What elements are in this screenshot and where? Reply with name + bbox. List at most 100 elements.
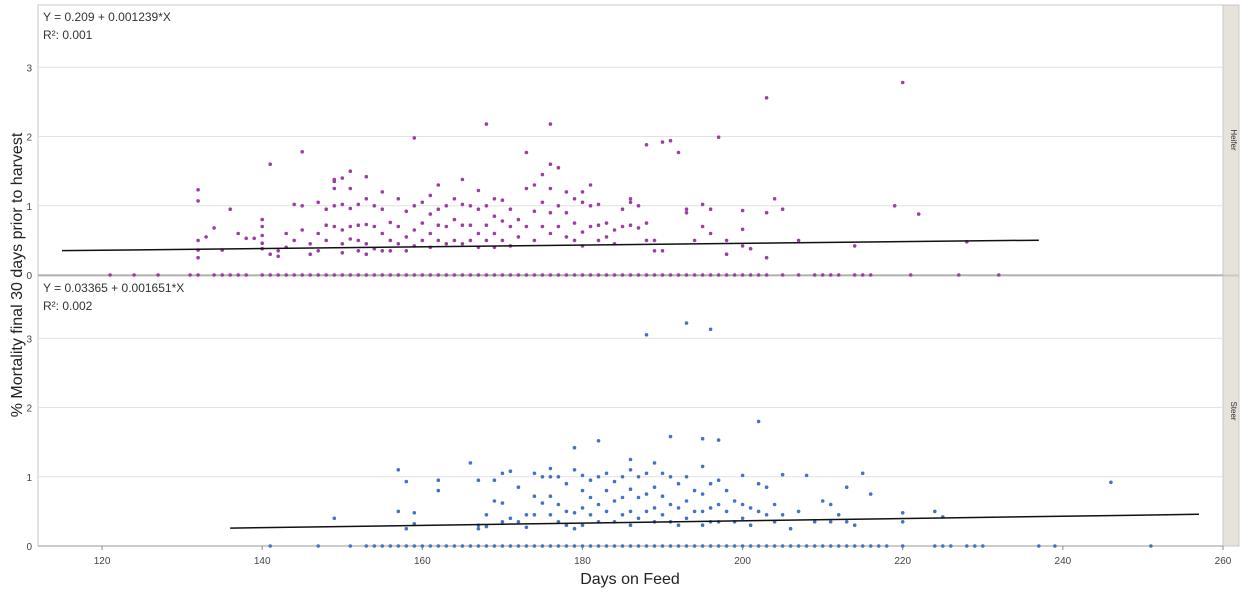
x-axis-title: Days on Feed [580, 571, 680, 588]
steer-point [316, 544, 321, 548]
steer-point [396, 509, 401, 514]
steer-point [868, 544, 873, 548]
steer-point [716, 502, 721, 507]
heifer-point [316, 200, 321, 205]
steer-point [620, 475, 625, 479]
heifer-point [348, 273, 353, 277]
steer-point [532, 513, 537, 517]
heifer-point [436, 207, 441, 211]
heifer-point [852, 244, 857, 248]
heifer-point [372, 224, 377, 229]
heifer-point [500, 219, 505, 223]
heifer-point [588, 273, 593, 277]
steer-point [836, 513, 841, 517]
heifer-point [524, 273, 529, 277]
heifer-point [540, 172, 545, 177]
heifer-point [532, 209, 537, 214]
heifer-point [868, 273, 873, 277]
x-tick-label: 160 [414, 556, 431, 567]
heifer-point [596, 273, 601, 277]
steer-point [756, 419, 761, 424]
steer-point [949, 544, 953, 548]
heifer-point [524, 186, 529, 191]
heifer-point [724, 273, 729, 277]
steer-point [652, 485, 657, 490]
heifer-point [516, 273, 521, 277]
steer-point [764, 485, 769, 490]
steer-point [700, 492, 705, 496]
x-tick-label: 240 [1055, 556, 1072, 567]
steer-point [684, 499, 689, 503]
heifer-point [628, 197, 633, 201]
heifer-point [500, 238, 505, 243]
heifer-y-tick-label: 3 [26, 63, 32, 74]
heifer-point [244, 273, 248, 277]
steer-point [444, 544, 449, 548]
steer-point [748, 544, 753, 548]
steer-point [724, 509, 729, 514]
heifer-point [908, 273, 913, 277]
heifer-fit-line [62, 239, 1039, 252]
heifer-point [364, 273, 369, 277]
steer-point [556, 475, 561, 479]
steer-point [748, 523, 753, 527]
steer-point [564, 481, 569, 486]
heifer-point [364, 252, 369, 256]
steer-point [628, 457, 633, 462]
steer-point [660, 471, 665, 476]
steer-point [572, 445, 577, 450]
heifer-point [428, 212, 433, 216]
heifer-point [404, 273, 409, 277]
heifer-point [580, 230, 585, 234]
heifer-point [364, 197, 369, 201]
heifer-point [188, 273, 192, 277]
steer-y-tick-label: 0 [26, 542, 32, 553]
heifer-point [812, 273, 817, 277]
steer-y-tick-label: 2 [26, 404, 32, 415]
steer-point [716, 438, 721, 442]
heifer-point [476, 231, 481, 236]
heifer-point [436, 223, 441, 227]
steer-point [933, 544, 937, 548]
steer-point [420, 544, 425, 548]
heifer-point [548, 162, 553, 166]
steer-point [652, 506, 657, 510]
heifer-point [452, 197, 457, 201]
steer-point [612, 499, 617, 503]
heifer-point [644, 238, 649, 243]
heifer-point [548, 231, 553, 236]
steer-point [676, 523, 681, 527]
heifer-point [764, 210, 769, 215]
heifer-point [764, 96, 769, 100]
steer-point [572, 526, 577, 531]
heifer-point [436, 273, 441, 277]
steer-point [708, 506, 713, 510]
steer-point [708, 544, 713, 548]
steer-equation: Y = 0.03365 + 0.001651*X [43, 281, 184, 295]
steer-point [604, 488, 609, 493]
heifer-point [796, 238, 801, 243]
heifer-point [660, 273, 665, 277]
heifer-point [764, 255, 769, 260]
steer-point [580, 506, 585, 510]
steer-point [732, 499, 737, 503]
steer-point [332, 516, 337, 521]
steer-point [596, 439, 601, 443]
heifer-point [564, 190, 569, 194]
steer-point [548, 544, 553, 548]
heifer-point [524, 150, 529, 155]
heifer-point [412, 204, 417, 208]
heifer-point [508, 273, 513, 277]
steer-point [516, 485, 521, 490]
heifer-point [580, 200, 585, 205]
heifer-point [196, 199, 200, 203]
heifer-point [596, 238, 601, 243]
heifer-point [780, 207, 785, 211]
steer-point [500, 471, 505, 476]
steer-point [700, 464, 705, 469]
steer-point [660, 544, 665, 548]
steer-point [436, 544, 441, 548]
steer-point [941, 544, 945, 548]
steer-point [484, 524, 489, 529]
steer-point [724, 544, 729, 548]
